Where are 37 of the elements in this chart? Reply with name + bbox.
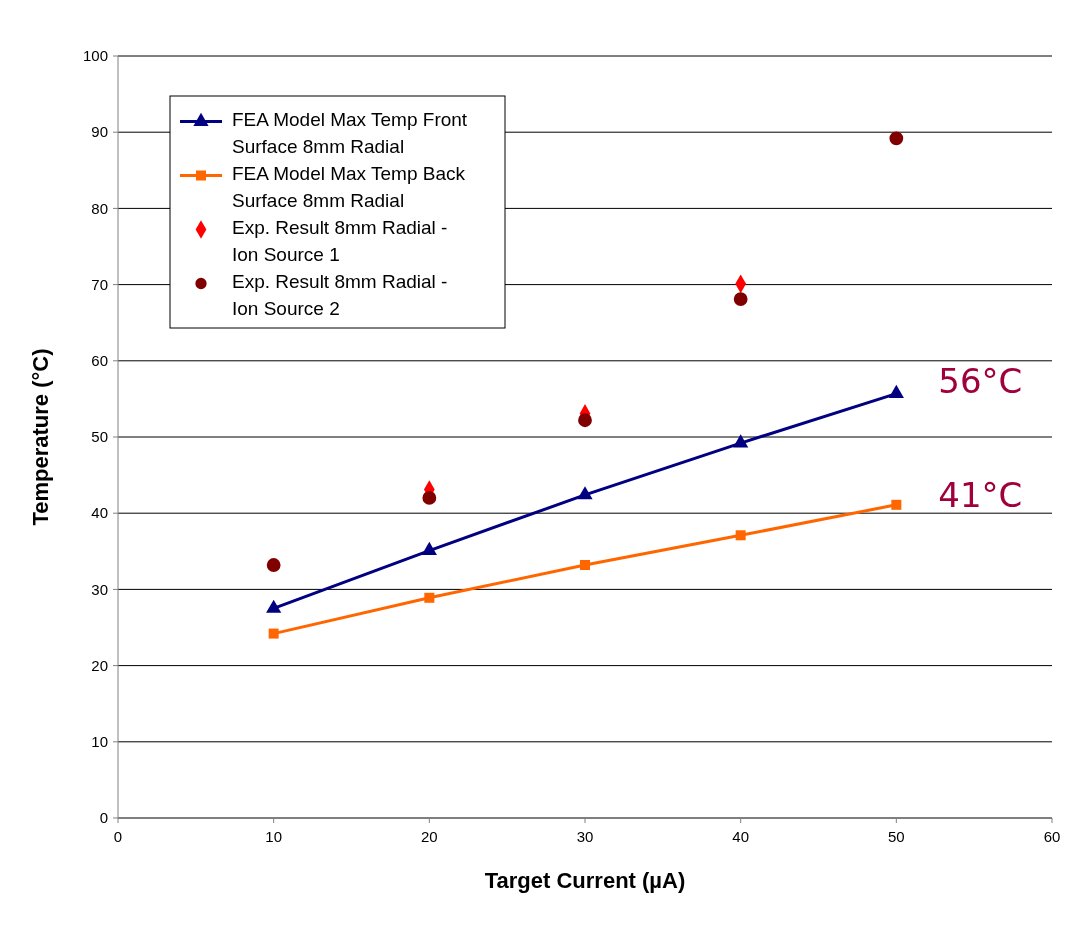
point xyxy=(578,413,592,428)
point xyxy=(733,292,748,306)
annotation: 56°C xyxy=(938,360,1023,401)
x-axis-title: Target Current (µA) xyxy=(484,868,686,893)
legend-label: FEA Model Max Temp Back Surface 8mm Radial xyxy=(232,163,466,211)
y-tick-label: 60 xyxy=(91,352,108,370)
x-tick-label: 40 xyxy=(732,828,750,845)
annotation: 41°C xyxy=(938,475,1023,516)
legend-label: Exp. Result 8mm Radial - Ion Source 1 xyxy=(232,217,448,265)
y-tick-label: 80 xyxy=(91,199,108,217)
point xyxy=(889,131,904,146)
y-tick-label: 30 xyxy=(91,580,108,598)
point xyxy=(268,628,279,639)
y-tick-label: 10 xyxy=(91,733,108,751)
y-tick-label: 90 xyxy=(91,123,108,141)
point xyxy=(580,560,590,571)
point xyxy=(266,558,281,572)
legend-label: FEA Model Max Temp Front Surface 8mm Radial xyxy=(232,109,468,157)
x-tick-label: 60 xyxy=(1043,828,1061,845)
point xyxy=(735,530,746,541)
y-tick-label: 20 xyxy=(91,656,108,674)
y-tick-label: 70 xyxy=(91,275,108,293)
x-tick-label: 0 xyxy=(113,828,123,845)
y-tick-label: 0 xyxy=(99,809,108,827)
y-tick-label: 40 xyxy=(91,504,108,522)
point xyxy=(891,499,902,510)
y-tick-label: 100 xyxy=(82,47,108,65)
point xyxy=(424,592,435,603)
legend-label: Exp. Result 8mm Radial - Ion Source 2 xyxy=(232,271,448,319)
point xyxy=(577,486,593,500)
y-tick-label: 50 xyxy=(91,428,108,446)
x-tick-label: 30 xyxy=(576,828,594,845)
x-tick-label: 50 xyxy=(887,828,905,845)
x-tick-label: 10 xyxy=(265,828,283,845)
y-axis-title: Temperature (°C) xyxy=(28,348,53,526)
x-tick-label: 20 xyxy=(420,828,438,845)
point xyxy=(422,491,437,505)
